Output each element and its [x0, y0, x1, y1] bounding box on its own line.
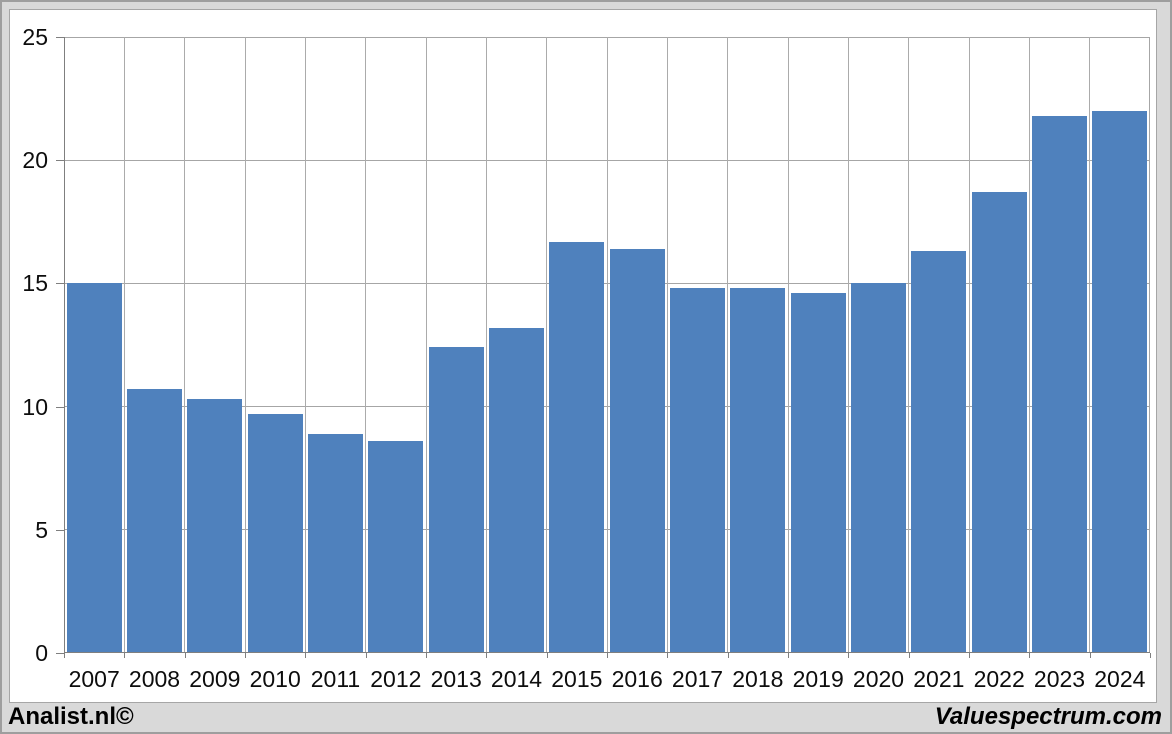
gridline-x [244, 37, 246, 652]
x-tick-mark [245, 653, 246, 658]
gridline-x [1028, 37, 1030, 652]
bar-2024 [1092, 110, 1148, 652]
bar-2018 [730, 288, 786, 652]
x-tick-mark [486, 653, 488, 658]
source-credit-left: Analist.nl© [8, 703, 134, 730]
gridline-x [184, 37, 186, 652]
x-tick-mark [1029, 653, 1031, 658]
bar-2013 [428, 347, 484, 652]
x-tick-mark [1089, 653, 1091, 658]
bar-2017 [669, 288, 725, 652]
x-tick-mark [848, 653, 850, 658]
x-axis-tick-label-2024: 2024 [1094, 666, 1146, 692]
x-tick-mark [1150, 653, 1151, 658]
x-axis-tick-label-2009: 2009 [189, 666, 241, 692]
x-tick-mark [607, 653, 608, 658]
bar-2021 [911, 251, 967, 652]
gridline-x [847, 37, 849, 652]
gridline-x [787, 37, 789, 652]
x-axis-tick-label-2021: 2021 [913, 666, 965, 692]
x-axis-tick-label-2023: 2023 [1033, 666, 1086, 692]
plot-right-border [1149, 37, 1150, 653]
y-tick-mark [56, 37, 64, 38]
gridline-x [485, 37, 487, 652]
x-axis-tick-label-2011: 2011 [310, 666, 361, 692]
bar-2012 [368, 441, 424, 652]
bar-2008 [126, 389, 182, 652]
gridline-x [304, 37, 306, 652]
x-axis-tick-label-2013: 2013 [430, 666, 482, 692]
y-tick-mark [56, 529, 64, 531]
x-tick-mark [124, 653, 126, 658]
gridline-x [425, 37, 427, 652]
x-tick-mark [305, 653, 307, 658]
x-axis-tick-label-2010: 2010 [249, 666, 301, 692]
y-tick-mark [56, 653, 64, 654]
y-axis-tick-label-5: 5 [35, 516, 48, 543]
plot-area [64, 37, 1150, 653]
gridline-x [1089, 37, 1091, 652]
bar-2023 [1031, 115, 1087, 652]
x-axis-tick-label-2016: 2016 [611, 666, 663, 692]
y-axis-tick-label-20: 20 [22, 147, 48, 174]
gridline-x [123, 37, 125, 652]
x-tick-mark [64, 653, 65, 658]
x-axis-tick-label-2018: 2018 [732, 666, 784, 692]
bar-2019 [790, 293, 846, 652]
gridline-x [546, 37, 548, 652]
y-tick-mark [56, 283, 64, 285]
y-tick-mark [56, 406, 64, 408]
x-axis-tick-label-2022: 2022 [973, 666, 1025, 692]
bar-2015 [549, 241, 605, 652]
gridline-x [365, 37, 367, 652]
gridline-x [606, 37, 608, 652]
x-axis-line [64, 652, 1150, 653]
x-tick-mark [426, 653, 427, 658]
bar-2014 [488, 327, 544, 652]
y-axis-tick-label-15: 15 [22, 270, 48, 297]
x-tick-mark [908, 653, 910, 658]
source-credit-right: Valuespectrum.com [934, 703, 1162, 730]
y-axis-tick-label-25: 25 [22, 24, 48, 50]
x-axis-tick-label-2015: 2015 [551, 666, 603, 692]
x-tick-mark [969, 653, 970, 658]
bar-2010 [247, 414, 303, 652]
x-axis-tick-label-2014: 2014 [490, 666, 543, 692]
gridline-x [727, 37, 729, 652]
x-axis-tick-label-2008: 2008 [128, 666, 181, 692]
bar-2022 [971, 192, 1027, 652]
y-axis-line [64, 37, 65, 653]
x-axis-tick-label-2020: 2020 [852, 666, 905, 692]
gridline-x [908, 37, 910, 652]
x-tick-mark [667, 653, 669, 658]
bar-2016 [609, 248, 665, 652]
x-axis-tick-label-2017: 2017 [671, 666, 724, 692]
x-tick-mark [184, 653, 186, 658]
x-axis-tick-label-2012: 2012 [370, 666, 422, 692]
bar-2011 [307, 433, 363, 652]
x-tick-mark [788, 653, 789, 658]
y-tick-mark [56, 160, 64, 162]
gridline-x [968, 37, 970, 652]
gridline-x [666, 37, 668, 652]
x-axis-tick-label-2019: 2019 [792, 666, 844, 692]
x-tick-mark [727, 653, 729, 658]
y-axis-tick-label-0: 0 [35, 640, 48, 666]
bar-2020 [850, 283, 906, 652]
y-axis-tick-label-10: 10 [22, 393, 48, 420]
x-axis-tick-label-2007: 2007 [68, 666, 120, 692]
x-tick-mark [546, 653, 548, 658]
bar-2009 [187, 399, 243, 652]
x-tick-mark [365, 653, 367, 658]
bar-2007 [66, 283, 122, 652]
